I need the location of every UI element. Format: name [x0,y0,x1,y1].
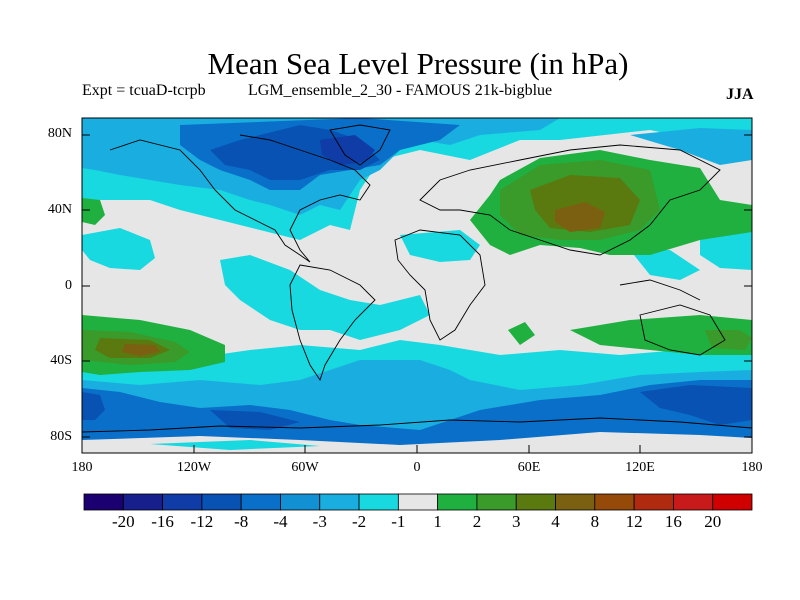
colorbar-label: -3 [312,512,327,531]
coast-australia [639,304,726,356]
contour-indian-cyan [630,250,700,280]
coastlines [82,124,752,433]
colorbar-label: -20 [111,512,135,531]
map-title: Mean Sea Level Pressure (in hPa) [207,46,629,81]
colorbar-box [358,493,399,511]
coast-greenland [329,124,391,166]
colorbar-label: -4 [273,512,288,531]
lat-label-40s: 40S [50,353,72,368]
contour-south-neg-5 [82,392,105,420]
colorbar-box [594,493,635,511]
experiment-label: Expt = tcuaD-tcrpb [82,82,206,99]
colorbar-box [555,493,596,511]
colorbar-box [633,493,674,511]
lon-label-180w: 180 [71,460,93,475]
colorbar-box [673,493,714,511]
coast-antarctica [82,417,752,433]
colorbar-label: 2 [472,512,482,531]
contour-north-pacific-neg [630,128,752,165]
colorbar-box [319,493,360,511]
colorbar-box [712,493,753,511]
contour-indian-pos-2 [508,322,535,345]
contour-asia-cyan [400,230,480,262]
run-label: LGM_ensemble_2_30 - FAMOUS 21k-bigblue [248,82,553,99]
coast-north-america [109,134,371,263]
coast-south-america [289,264,376,382]
colorbar-label: 4 [551,512,560,531]
contour-indian-pos-1 [570,315,752,355]
season-label: JJA [726,86,754,103]
lat-label-80n: 80N [47,126,72,141]
coast-indonesia [619,279,701,301]
colorbar-label: 8 [590,512,600,531]
contour-southpac-pos-4 [122,344,160,356]
colorbar-label: -16 [151,512,174,531]
colorbar-label: -2 [351,512,367,531]
pressure-field [82,118,752,453]
contour-americas-cyan [220,255,430,340]
colorbar-box [83,493,124,511]
colorbar-box [437,493,478,511]
contour-north-neg-5 [320,135,375,165]
colorbar-label: -1 [391,512,406,531]
colorbar-label: 20 [704,512,722,531]
contour-south-neg-6 [210,410,300,430]
contour-pacific-cyan [82,228,155,270]
colorbar [83,493,753,511]
colorbar-label: -8 [234,512,249,531]
colorbar-box [476,493,517,511]
coast-africa [394,229,486,341]
colorbar-label: 3 [511,512,521,531]
lat-label-0: 0 [65,278,72,293]
lon-label-180e: 180 [741,460,763,475]
lon-label-120e: 120E [625,460,655,475]
lon-label-120w: 120W [176,460,212,475]
colorbar-label: 12 [625,512,643,531]
contour-atlantic-pos [82,198,105,225]
colorbar-box [122,493,163,511]
lon-label-60w: 60W [291,460,319,475]
colorbar-box [240,493,281,511]
lon-label-0: 0 [413,460,421,475]
lon-label-60e: 60E [517,460,541,475]
colorbar-label: 16 [664,512,682,531]
map-ticks [82,134,752,453]
colorbar-box [280,493,321,511]
colorbar-box [397,493,439,511]
contour-asia-pos-4 [555,202,605,232]
contour-antarctic-cyan [150,440,320,450]
contour-eastpac-cyan [700,230,752,270]
lat-label-40n: 40N [47,202,72,217]
lat-label-80s: 80S [50,429,72,444]
coast-eurasia [419,144,721,256]
colorbar-label: 1 [433,512,442,531]
contour-south-neg-4 [640,385,752,425]
colorbar-box [201,493,242,511]
colorbar-label: -12 [190,512,214,531]
colorbar-box [515,493,556,511]
colorbar-box [162,493,203,511]
